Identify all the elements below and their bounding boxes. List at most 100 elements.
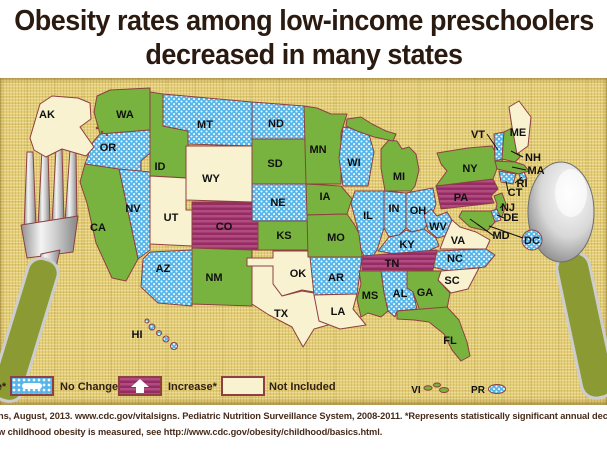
state-label-ar: AR [328,272,344,284]
legend-swatch-no-change [10,376,54,396]
state-label-al: AL [393,288,408,300]
fork-tine [51,148,65,224]
legend-label-decrease: Decrease* [0,381,7,393]
state-label-az: AZ [156,263,171,275]
page-title: Obesity rates among low-income preschool… [14,4,594,72]
nh-leader-line [510,150,524,158]
us-map: WA OR CA NV ID MT WY UT AZ CO NM ND SD N… [29,87,545,396]
state-hi [144,318,178,350]
state-label-sd: SD [267,158,282,170]
state-label-de: DE [503,212,518,224]
state-label-tn: TN [385,258,400,270]
state-label-ky: KY [399,239,415,251]
state-label-dc: DC [524,235,540,247]
state-label-mi: MI [393,171,405,183]
ma-leader-line [511,166,527,171]
state-label-ak: AK [39,109,55,121]
state-la [313,293,367,330]
state-label-me: ME [510,127,527,139]
nj-leader-line [499,203,505,209]
state-label-wy: WY [202,173,220,185]
territory-vi [423,382,449,393]
fork-handle [0,256,60,403]
state-label-ga: GA [417,287,434,299]
state-mi-upper-peninsula [345,116,397,142]
title-line-2: decreased in many states [144,39,463,71]
spoon-handle-grip [558,254,607,397]
state-label-id: ID [155,161,166,173]
state-label-pa: PA [454,192,469,204]
state-label-la: LA [331,306,346,318]
ct-leader-line [505,180,509,192]
territory-pr [488,384,506,394]
vt-leader-line [486,133,499,151]
state-label-nv: NV [125,203,141,215]
state-label-in: IN [389,203,400,215]
legend-swatch-increase [118,376,162,396]
state-label-va: VA [451,235,466,247]
state-label-nd: ND [268,118,284,130]
territory-label-vi: VI [411,385,421,396]
state-label-hi: HI [132,329,143,341]
alaska-islands [100,130,104,134]
state-label-nc: NC [447,253,463,265]
state-fl [396,306,471,362]
de-leader-line [496,214,505,219]
source-text-line-2: w childhood obesity is measured, see htt… [0,427,383,437]
ri-leader-line [514,176,523,184]
state-ia [305,183,353,216]
state-va [439,219,491,250]
state-mi [380,139,420,192]
fork-illustration [0,148,79,403]
state-label-il: IL [363,210,373,222]
state-label-md: MD [492,230,509,242]
fork-head [20,215,79,259]
state-label-ca: CA [90,222,106,234]
state-label-ms: MS [362,290,379,302]
state-label-wv: WV [429,221,447,233]
fork-handle-grip [0,259,57,400]
state-label-or: OR [100,142,117,154]
state-label-oh: OH [410,205,427,217]
legend-label-not-included: Not Included [269,381,336,393]
alaska-islands [95,126,99,130]
territory-label-pr: PR [471,385,486,396]
legend-swatch-not-included [221,376,265,396]
source-text-line-1: ns, August, 2013. www.cdc.gov/vitalsigns… [0,411,607,421]
title-line-1: Obesity rates among low-income preschool… [13,5,594,37]
state-tn [361,249,438,273]
state-label-ne: NE [270,197,285,209]
alaska-islands [105,133,109,137]
state-label-fl: FL [443,335,457,347]
state-label-ri: RI [517,178,528,190]
state-nc [432,248,496,272]
state-label-wi: WI [347,157,360,169]
dc-leader-line [488,225,524,239]
up-arrow-icon [131,379,149,393]
md-leader-line [469,218,495,237]
state-label-nj: NJ [501,202,515,214]
state-label-ks: KS [276,230,291,242]
dash-icon [22,383,42,389]
state-label-mt: MT [197,119,213,131]
fork-tine [37,149,51,227]
fork-tine [64,149,78,222]
state-ms [356,270,389,318]
state-label-nh: NH [525,152,541,164]
spoon-bowl-highlight [555,169,587,217]
map-scene: WA OR CA NV ID MT WY UT AZ CO NM ND SD N… [0,87,607,403]
state-dc [521,229,543,251]
state-ct [498,170,517,185]
state-label-tx: TX [274,308,289,320]
state-label-sc: SC [444,275,459,287]
legend-label-increase: Increase* [168,381,217,393]
spoon-handle [555,251,607,400]
state-label-ia: IA [320,191,331,203]
state-label-vt: VT [471,129,485,141]
state-label-co: CO [216,221,233,233]
state-ak [29,95,95,158]
state-label-mn: MN [309,144,326,156]
state-nm [191,247,253,307]
state-label-ok: OK [290,268,307,280]
